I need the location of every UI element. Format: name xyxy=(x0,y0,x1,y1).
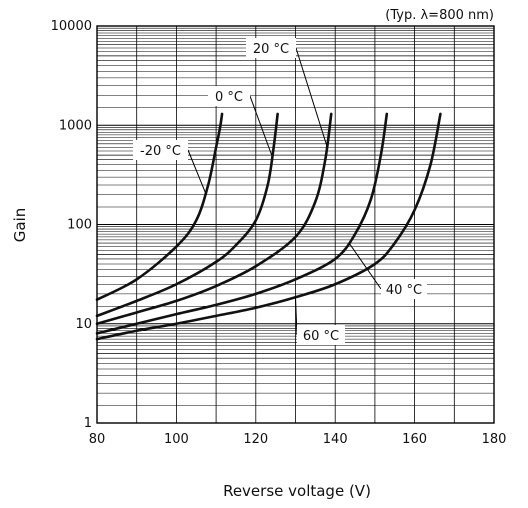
annotation-box-0cc xyxy=(208,86,250,106)
annotation-leader-20cc xyxy=(187,149,207,195)
annotation-layer: -20 °C 0 °C 20 °C 40 °C 60 °C xyxy=(133,38,427,345)
series-line-20cc xyxy=(95,112,333,326)
series-line-0cc xyxy=(95,112,279,318)
x-axis-label: Reverse voltage (V) xyxy=(223,482,371,500)
plot-frame xyxy=(96,25,495,424)
y-axis-label: Gain xyxy=(11,208,29,243)
y-tick-label: 1 xyxy=(84,416,92,431)
annotation-label-0cc: 0 °C xyxy=(215,90,243,105)
x-tick-label: 120 xyxy=(243,432,268,447)
annotation-leader-40cc xyxy=(348,242,382,290)
x-tick-label: 160 xyxy=(402,432,427,447)
annotation-leader-0cc xyxy=(249,95,273,156)
annotation-leader-20cc xyxy=(295,47,328,148)
annotation-label-20cc: -20 °C xyxy=(140,144,181,159)
series-line-20cc xyxy=(95,112,224,301)
y-tick-label: 100 xyxy=(67,218,92,233)
annotation-leader-60cc xyxy=(295,297,298,336)
series-line-60cc xyxy=(95,112,442,341)
x-tick-label: 100 xyxy=(164,432,189,447)
grid xyxy=(97,26,494,423)
x-tick-label: 180 xyxy=(482,432,507,447)
tick-labels: 80 100 120 140 160 180 1 10 100 1000 10000 xyxy=(51,19,507,447)
annotation-box-20cc xyxy=(246,38,296,58)
annotation-label-40cc: 40 °C xyxy=(386,283,422,298)
y-tick-label: 1000 xyxy=(59,118,92,133)
series-line-40cc xyxy=(95,112,389,335)
annotation-box-20cc xyxy=(133,140,188,160)
annotation-label-20cc: 20 °C xyxy=(253,42,289,57)
y-tick-label: 10 xyxy=(75,317,92,332)
chart-note: (Typ. λ=800 nm) xyxy=(385,8,494,23)
y-tick-label: 10000 xyxy=(51,19,92,34)
series-layer xyxy=(95,112,442,341)
x-tick-label: 80 xyxy=(89,432,106,447)
annotation-box-40cc xyxy=(381,279,427,299)
annotation-box-60cc xyxy=(297,325,345,345)
x-tick-label: 140 xyxy=(323,432,348,447)
annotation-label-60cc: 60 °C xyxy=(303,329,339,344)
